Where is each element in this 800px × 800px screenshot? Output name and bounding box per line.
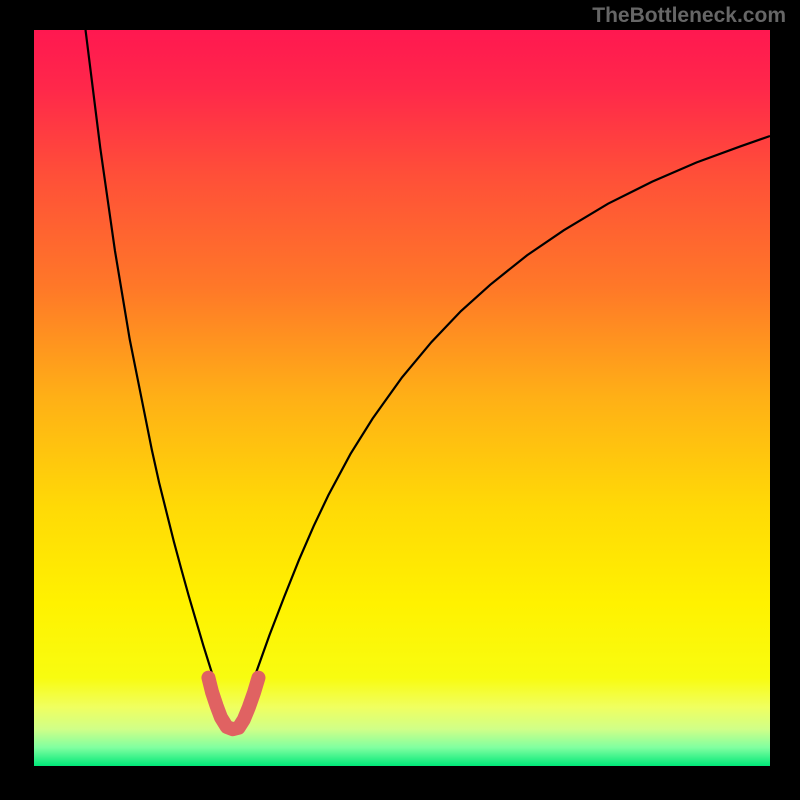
plot-background [34, 30, 770, 766]
chart-container: TheBottleneck.com [0, 0, 800, 800]
watermark-text: TheBottleneck.com [592, 4, 786, 28]
bottleneck-chart [0, 0, 800, 800]
